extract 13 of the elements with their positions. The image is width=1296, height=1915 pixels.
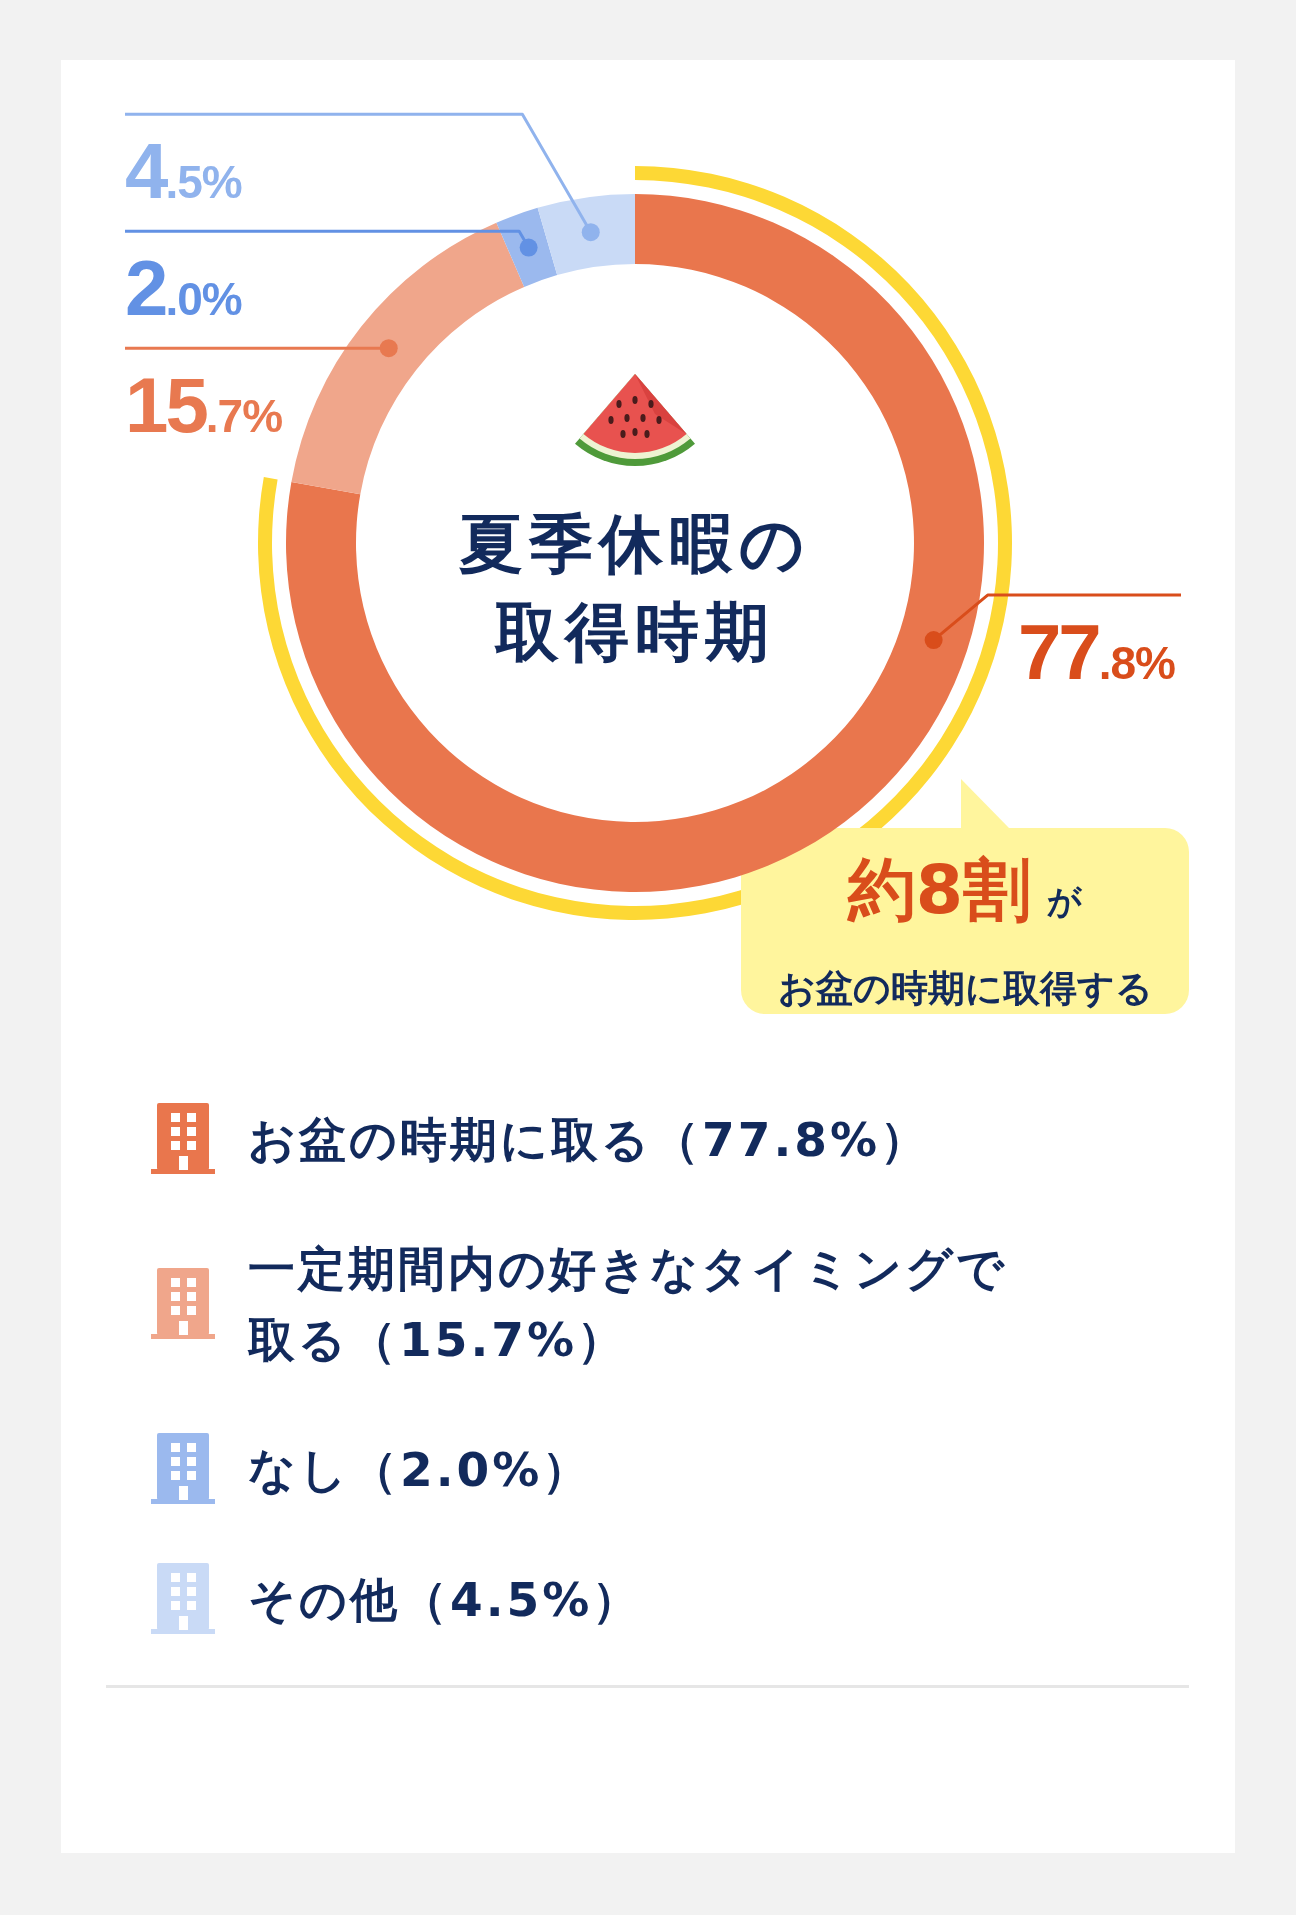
donut-slice xyxy=(291,222,525,495)
data-label: 4.5% xyxy=(125,127,242,216)
legend-label: 一定期間内の好きなタイミングで取る（15.7%） xyxy=(248,1240,1008,1369)
text: お盆の時期に取得する xyxy=(776,966,1154,1012)
data-label: 15.7% xyxy=(125,361,283,450)
text: 夏季休暇の取得時期 xyxy=(458,506,812,671)
legend-label: お盆の時期に取る（77.8%） xyxy=(248,1110,932,1169)
data-label: 2.0% xyxy=(125,244,242,333)
data-label: 77.8% xyxy=(1017,608,1176,697)
text: 約8割が xyxy=(847,850,1083,929)
legend-label: その他（4.5%） xyxy=(248,1570,644,1629)
donut-slice xyxy=(537,194,635,276)
legend-label: なし（2.0%） xyxy=(248,1440,594,1499)
